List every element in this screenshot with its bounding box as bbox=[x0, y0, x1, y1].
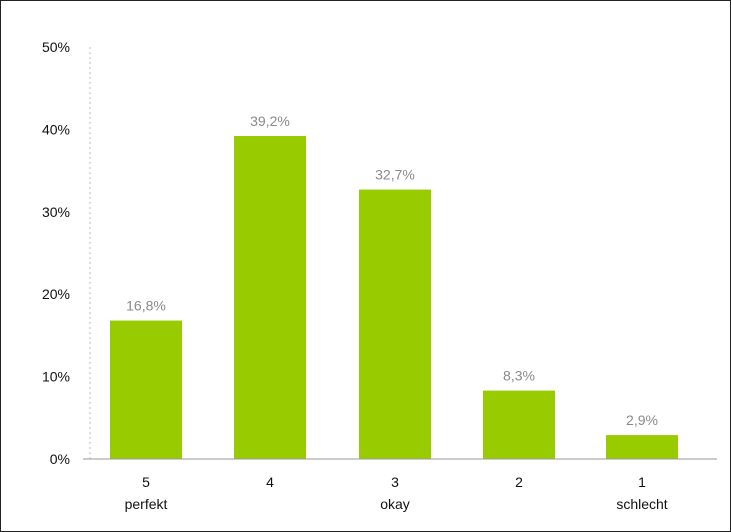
bar bbox=[234, 135, 306, 459]
y-tick-label: 50% bbox=[42, 39, 70, 55]
data-label: 32,7% bbox=[375, 167, 415, 183]
bar bbox=[110, 320, 182, 459]
data-label: 8,3% bbox=[503, 368, 535, 384]
x-tick-label: 2 bbox=[515, 474, 523, 490]
x-tick-label: 4 bbox=[266, 474, 274, 490]
bar bbox=[606, 435, 678, 459]
y-tick-label: 20% bbox=[42, 286, 70, 302]
bar bbox=[483, 390, 555, 459]
data-label: 39,2% bbox=[250, 113, 290, 129]
y-tick-label: 0% bbox=[50, 451, 70, 467]
y-tick-label: 40% bbox=[42, 121, 70, 137]
bar-group: 16,8% 39,2% 32,7% 8,3% 2,9% bbox=[110, 113, 678, 459]
x-label-group: 5 perfekt 4 3 okay 2 1 schlecht bbox=[125, 474, 668, 512]
x-tick-sublabel: perfekt bbox=[125, 496, 168, 512]
y-tick-label: 30% bbox=[42, 204, 70, 220]
y-tick-label: 10% bbox=[42, 369, 70, 385]
data-label: 2,9% bbox=[626, 412, 658, 428]
x-tick-label: 3 bbox=[391, 474, 399, 490]
x-tick-sublabel: schlecht bbox=[616, 496, 667, 512]
x-tick-label: 1 bbox=[638, 474, 646, 490]
data-label: 16,8% bbox=[126, 298, 166, 314]
bar bbox=[359, 189, 431, 459]
x-tick-label: 5 bbox=[142, 474, 150, 490]
y-tick-group: 0% 10% 20% 30% 40% 50% bbox=[42, 39, 70, 467]
x-tick-sublabel: okay bbox=[380, 496, 410, 512]
